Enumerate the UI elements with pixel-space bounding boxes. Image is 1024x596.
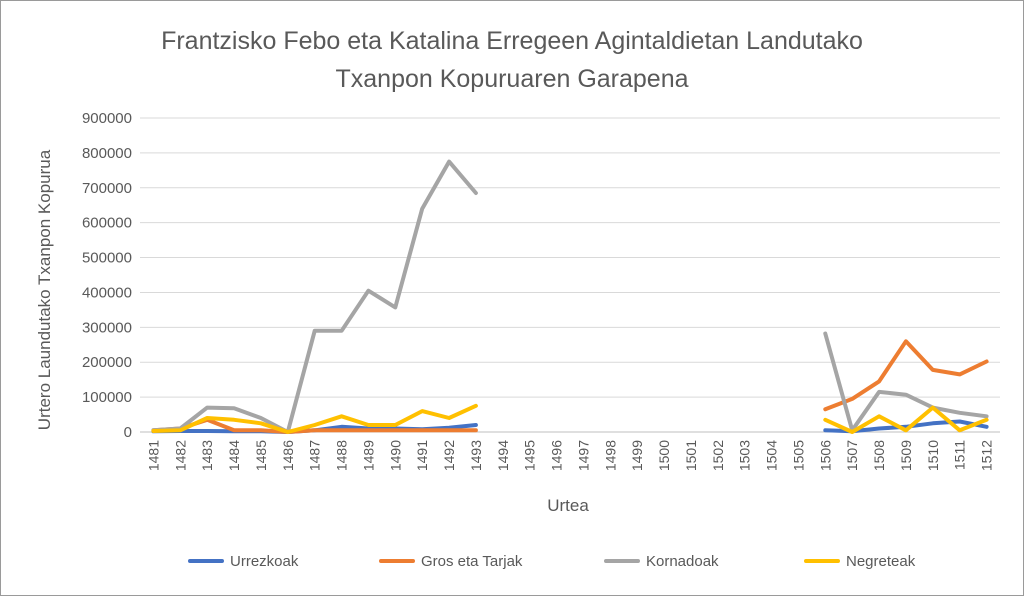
chart-title-line-1: Frantzisko Febo eta Katalina Erregeen Ag… <box>161 27 863 55</box>
x-tick-label: 1483 <box>199 440 215 471</box>
legend-label: Kornadoak <box>646 553 719 570</box>
x-axis-label: Urtea <box>547 496 589 515</box>
x-tick-label: 1492 <box>441 440 457 471</box>
x-tick-label: 1482 <box>172 440 188 471</box>
x-tick-label: 1486 <box>280 440 296 471</box>
y-tick-label: 700000 <box>82 180 132 197</box>
y-tick-label: 500000 <box>82 250 132 267</box>
x-tick-label: 1512 <box>979 440 995 471</box>
x-tick-label: 1490 <box>387 440 403 471</box>
y-tick-label: 900000 <box>82 110 132 127</box>
x-tick-label: 1507 <box>844 440 860 471</box>
x-tick-label: 1481 <box>145 440 161 471</box>
legend-label: Negreteak <box>846 553 916 570</box>
x-tick-label: 1511 <box>952 440 968 470</box>
series-lines <box>151 159 989 434</box>
x-tick-label: 1502 <box>710 440 726 471</box>
y-tick-label: 100000 <box>82 389 132 406</box>
y-tick-label: 200000 <box>82 354 132 371</box>
x-tick-label: 1506 <box>817 440 833 471</box>
x-tick-label: 1498 <box>602 440 618 471</box>
series-line-negreteak <box>151 403 478 434</box>
series-line-gros-eta-tarjak <box>823 339 989 412</box>
x-tick-label: 1509 <box>898 440 914 471</box>
series-line-negreteak <box>823 405 989 434</box>
x-tick-label: 1499 <box>629 440 645 471</box>
legend-label: Gros eta Tarjak <box>421 553 523 570</box>
x-tick-label: 1496 <box>549 440 565 471</box>
x-tick-label: 1503 <box>737 440 753 471</box>
x-tick-label: 1500 <box>656 440 672 471</box>
x-tick-label: 1489 <box>360 440 376 471</box>
x-tick-label: 1485 <box>253 440 269 471</box>
chart-title: Frantzisko Febo eta Katalina Erregeen Ag… <box>0 22 1024 98</box>
x-tick-label: 1505 <box>790 440 806 471</box>
y-axis-label: Urtero Laundutako Txanpon Kopurua <box>35 149 54 430</box>
x-tick-label: 1504 <box>764 440 780 471</box>
x-tick-label: 1510 <box>925 440 941 471</box>
x-axis-ticks: 1481 1482 1483 1484 1485 1486 1487 1488 1489 1490… <box>145 440 994 471</box>
x-tick-label: 1487 <box>307 440 323 471</box>
series-line-kornadoak <box>151 159 478 434</box>
x-tick-label: 1494 <box>495 440 511 471</box>
x-tick-label: 1484 <box>226 440 242 471</box>
y-tick-label: 800000 <box>82 145 132 162</box>
y-tick-label: 0 <box>124 424 132 441</box>
y-tick-label: 300000 <box>82 319 132 336</box>
y-tick-label: 600000 <box>82 215 132 232</box>
chart-title-line-2: Txanpon Kopuruaren Garapena <box>335 65 689 93</box>
x-tick-label: 1491 <box>414 440 430 471</box>
y-tick-label: 400000 <box>82 284 132 301</box>
y-axis-ticks: 0 100000 200000 300000 400000 500000 600000 700… <box>82 110 132 441</box>
x-tick-label: 1495 <box>522 440 538 471</box>
legend: Urrezkoak Gros eta Tarjak Kornadoak Negrete… <box>188 553 916 570</box>
series-line-kornadoak <box>823 331 989 433</box>
x-tick-label: 1497 <box>575 440 591 471</box>
legend-label: Urrezkoak <box>230 553 299 570</box>
x-tick-label: 1501 <box>683 440 699 471</box>
x-tick-label: 1493 <box>468 440 484 471</box>
x-tick-label: 1488 <box>334 440 350 471</box>
x-tick-label: 1508 <box>871 440 887 471</box>
